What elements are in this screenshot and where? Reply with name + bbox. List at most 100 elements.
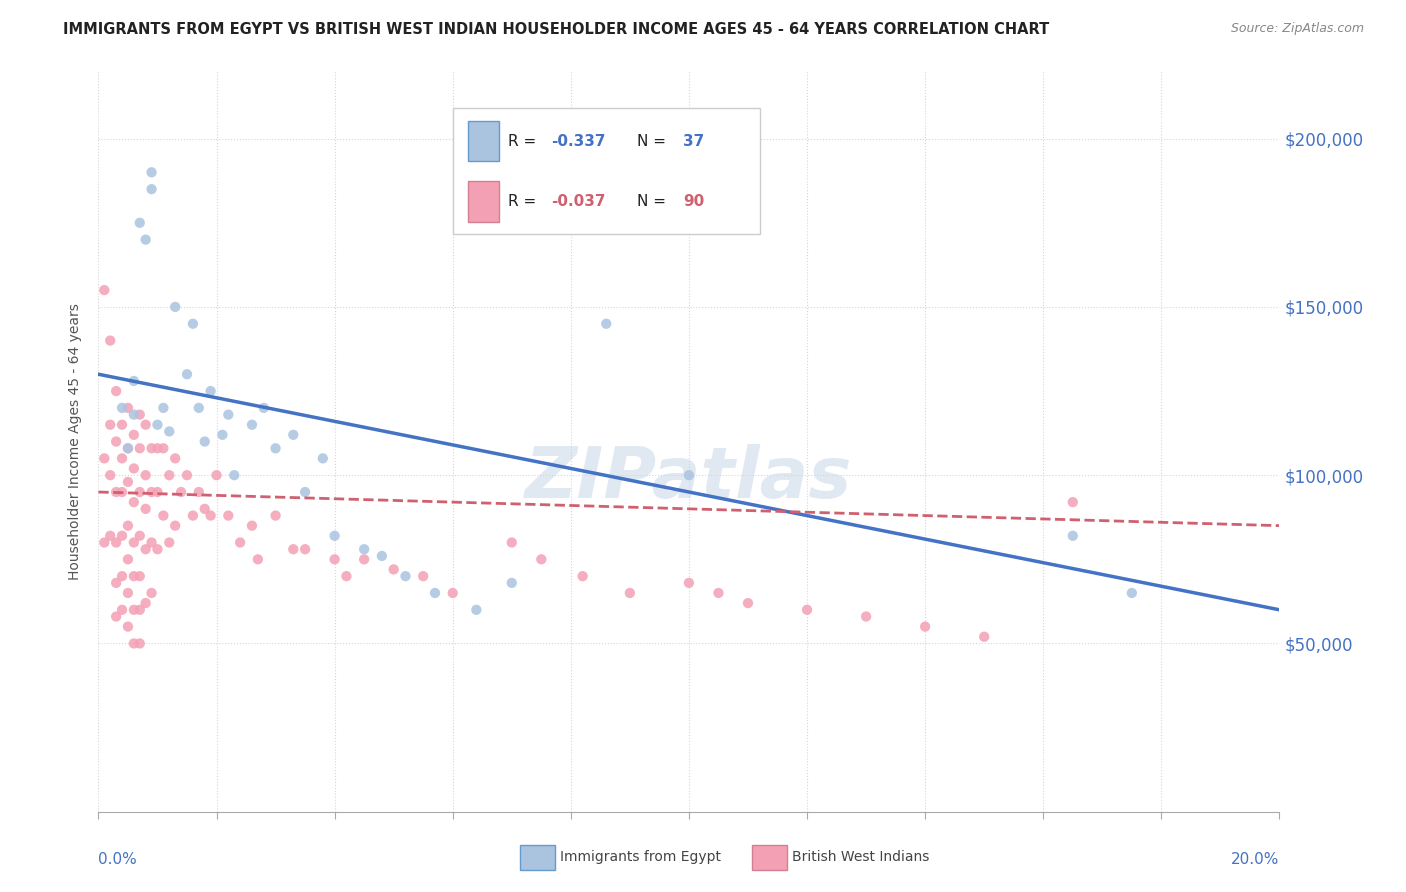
Point (294, 542, 316, 557)
Point (135, 417, 157, 432)
Point (165, 300, 187, 314)
Point (117, 442, 139, 456)
Point (111, 603, 134, 617)
Point (105, 609, 128, 624)
Point (141, 485, 163, 500)
Point (335, 569, 357, 583)
Point (187, 485, 209, 500)
Point (105, 535, 128, 549)
Point (157, 425, 180, 439)
Text: Immigrants from Egypt: Immigrants from Egypt (560, 850, 721, 864)
Point (122, 408, 145, 422)
Point (165, 518, 187, 533)
Point (117, 475, 139, 489)
Point (152, 401, 174, 415)
Point (111, 529, 134, 543)
Point (122, 374, 145, 388)
Point (128, 529, 150, 543)
Point (217, 408, 239, 422)
Point (914, 619, 936, 633)
Point (146, 542, 169, 557)
Point (264, 508, 287, 523)
Text: British West Indians: British West Indians (792, 850, 929, 864)
Point (353, 552, 375, 566)
Point (135, 468, 157, 483)
Point (141, 535, 163, 549)
Point (128, 603, 150, 617)
Point (105, 434, 128, 449)
Point (973, 630, 995, 644)
Point (194, 501, 217, 516)
Point (141, 442, 163, 456)
Point (224, 468, 246, 483)
Point (246, 552, 269, 566)
Point (111, 569, 134, 583)
Point (465, 603, 488, 617)
Point (229, 535, 252, 549)
Point (98, 417, 121, 432)
Point (135, 596, 157, 610)
Point (855, 609, 877, 624)
Point (264, 442, 287, 456)
Point (135, 542, 157, 557)
Point (157, 468, 180, 483)
Point (105, 384, 128, 398)
Text: ZIPatlas: ZIPatlas (526, 444, 852, 513)
Text: IMMIGRANTS FROM EGYPT VS BRITISH WEST INDIAN HOUSEHOLDER INCOME AGES 45 - 64 YEA: IMMIGRANTS FROM EGYPT VS BRITISH WEST IN… (63, 22, 1049, 37)
Text: 20.0%: 20.0% (1232, 853, 1279, 867)
Point (170, 485, 193, 500)
Point (165, 451, 187, 466)
Point (141, 586, 163, 600)
Point (312, 451, 335, 466)
Point (176, 368, 198, 382)
Point (111, 451, 134, 466)
Point (382, 562, 405, 576)
Point (501, 575, 523, 590)
Point (412, 569, 434, 583)
Point (176, 468, 198, 483)
Point (141, 165, 163, 179)
Point (122, 427, 145, 442)
Point (157, 535, 180, 549)
Point (194, 434, 217, 449)
Point (105, 575, 128, 590)
Point (595, 317, 617, 331)
Point (117, 552, 139, 566)
Point (205, 468, 228, 483)
Point (122, 495, 145, 509)
Text: Source: ZipAtlas.com: Source: ZipAtlas.com (1230, 22, 1364, 36)
Point (111, 485, 134, 500)
Point (530, 552, 553, 566)
Point (122, 636, 145, 650)
Point (117, 442, 139, 456)
Point (371, 549, 394, 563)
Point (117, 518, 139, 533)
Point (128, 216, 150, 230)
Point (1062, 495, 1084, 509)
Y-axis label: Householder Income Ages 45 - 64 years: Householder Income Ages 45 - 64 years (69, 303, 83, 580)
Point (117, 619, 139, 633)
Point (98, 529, 121, 543)
Point (294, 485, 316, 500)
Point (283, 427, 305, 442)
Point (152, 442, 174, 456)
Point (796, 603, 818, 617)
Point (737, 596, 759, 610)
Point (98, 468, 121, 483)
Point (122, 569, 145, 583)
Point (146, 485, 169, 500)
Point (501, 535, 523, 549)
Point (253, 401, 276, 415)
Point (181, 317, 204, 331)
Point (122, 603, 145, 617)
Point (283, 542, 305, 557)
Point (128, 636, 150, 650)
Point (135, 233, 157, 247)
Point (323, 552, 346, 566)
Point (128, 569, 150, 583)
Point (146, 417, 169, 432)
Point (323, 529, 346, 543)
Point (187, 401, 209, 415)
Point (200, 384, 222, 398)
Point (353, 542, 375, 557)
